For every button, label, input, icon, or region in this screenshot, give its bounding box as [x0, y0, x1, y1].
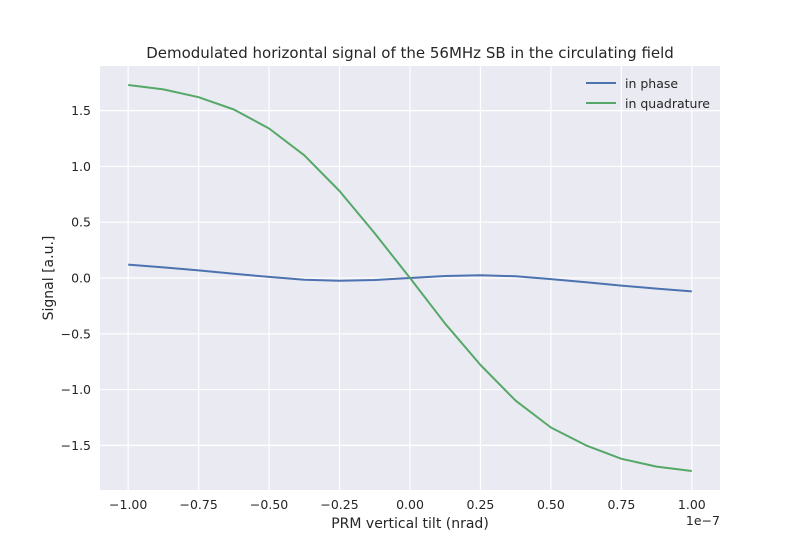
y-tick-label: 1.0 — [71, 159, 91, 174]
x-tick-label: −0.25 — [320, 497, 358, 512]
y-tick-label: −1.0 — [61, 382, 91, 397]
y-tick-label: −0.5 — [61, 326, 91, 341]
y-tick-label: 1.5 — [71, 103, 91, 118]
series-lines — [128, 84, 692, 472]
x-tick-label: 0.75 — [607, 497, 635, 512]
y-tick-label: −1.5 — [61, 438, 91, 453]
x-offset-label: 1e−7 — [686, 513, 720, 528]
tick-labels: −1.00 −0.75 −0.50 −0.25 0.00 0.25 0.50 0.75 1.00… — [61, 103, 706, 512]
x-tick-label: 0.50 — [537, 497, 565, 512]
y-tick-label: 0.5 — [71, 215, 91, 230]
chart-title: Demodulated horizontal signal of the 56M… — [146, 44, 674, 62]
grid — [100, 66, 720, 490]
x-axis-label: PRM vertical tilt (nrad) — [331, 516, 489, 532]
legend: in phase in quadrature — [586, 76, 710, 111]
x-tick-label: −0.75 — [179, 497, 217, 512]
x-tick-label: 0.25 — [467, 497, 495, 512]
x-tick-label: 0.00 — [396, 497, 424, 512]
legend-label: in phase — [625, 76, 678, 91]
legend-label: in quadrature — [625, 96, 710, 111]
x-tick-label: −0.50 — [250, 497, 288, 512]
y-tick-label: 0.0 — [71, 271, 91, 286]
series-line-in-quadrature — [128, 84, 692, 472]
x-tick-label: −1.00 — [109, 497, 147, 512]
x-tick-label: 1.00 — [678, 497, 706, 512]
y-axis-label: Signal [a.u.] — [41, 236, 57, 321]
